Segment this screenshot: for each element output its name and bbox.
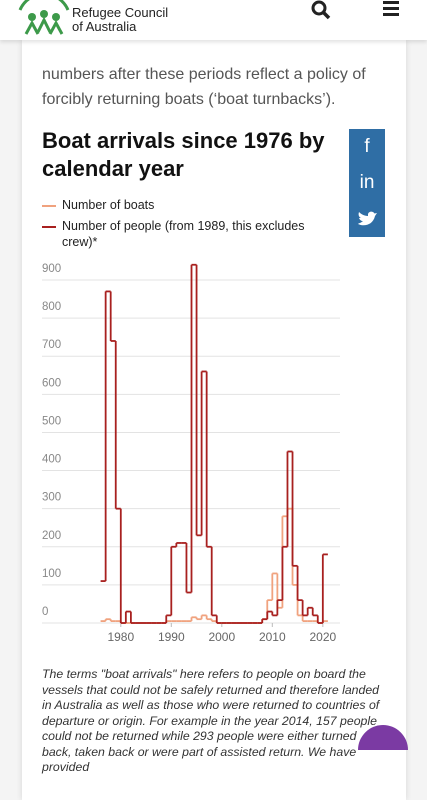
- search-handle: [321, 10, 331, 20]
- site-header: Refugee Council of Australia: [0, 0, 427, 40]
- logo-figure: [52, 13, 60, 21]
- logo-figure: [28, 13, 36, 21]
- menu-bar: [383, 7, 399, 10]
- logo-bodies: [24, 16, 64, 35]
- menu-icon[interactable]: [381, 0, 403, 22]
- brand-line: of Australia: [72, 19, 137, 34]
- logo[interactable]: [18, 0, 78, 40]
- x-tick-label: 2020: [309, 630, 336, 644]
- menu-bar: [383, 13, 399, 16]
- y-tick-label: 800: [42, 301, 61, 313]
- y-tick-label: 0: [42, 606, 48, 618]
- intro-text: numbers after these periods reflect a po…: [42, 66, 366, 108]
- logo-arc: [18, 0, 70, 11]
- brand-line: Refugee Council: [72, 5, 169, 20]
- chat-button[interactable]: [355, 720, 415, 750]
- y-tick-label: 300: [42, 492, 61, 504]
- twitter-icon: [358, 211, 377, 226]
- chart: 0 100 200 300 400 500 600 700 800 900 1980 1990 2000…: [42, 263, 340, 644]
- share-twitter[interactable]: [349, 201, 385, 237]
- caption: The terms "boat arrivals" here refers to…: [42, 667, 380, 774]
- twitter-bird: [358, 211, 377, 226]
- y-tick-label: 200: [42, 530, 61, 542]
- y-tick-label: 400: [42, 454, 61, 466]
- menu-bar: [383, 1, 399, 4]
- search-lens: [311, 0, 327, 16]
- y-tick-label: 500: [42, 415, 61, 427]
- y-tick-label: 700: [42, 339, 61, 351]
- share-linkedin[interactable]: in: [349, 165, 385, 201]
- legend-swatch: [42, 226, 56, 228]
- x-tick-label: 2010: [259, 630, 286, 644]
- legend-entry: Number of people (from 1989, this exclud…: [42, 218, 312, 250]
- x-tick-label: 1980: [107, 630, 134, 644]
- x-tick-label: 1990: [158, 630, 185, 644]
- y-tick-label: 900: [42, 263, 61, 275]
- share-facebook[interactable]: f: [349, 129, 385, 165]
- legend-label: Number of boats: [62, 198, 155, 212]
- legend-entry: Number of boats: [42, 197, 312, 213]
- brand[interactable]: Refugee Council of Australia: [72, 6, 168, 34]
- content-card: [22, 40, 406, 800]
- legend-swatch: [42, 205, 56, 207]
- y-tick-label: 600: [42, 377, 61, 389]
- y-tick-label: 100: [42, 568, 61, 580]
- chat-bubble: [358, 725, 408, 750]
- logo-figure: [40, 10, 48, 18]
- legend-label: Number of people (from 1989, this exclud…: [62, 219, 305, 249]
- x-tick-label: 2000: [208, 630, 235, 644]
- chart-title: Boat arrivals since 1976 by calendar yea…: [42, 128, 325, 181]
- search-icon[interactable]: [310, 0, 332, 22]
